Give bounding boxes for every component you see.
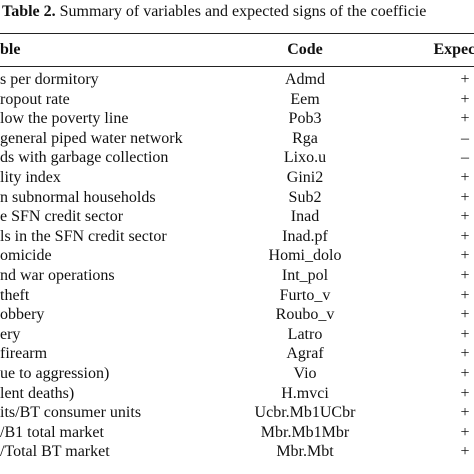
- code-cell: Gini2: [286, 169, 324, 186]
- code-cell: Roubo_v: [275, 306, 335, 324]
- sign-cell: +: [460, 384, 470, 402]
- variable-cell: nd war operations: [0, 267, 115, 284]
- code-cell: Int_pol: [281, 267, 329, 284]
- variable-cell: firearm: [0, 345, 48, 363]
- code-cell: Rga: [292, 129, 318, 147]
- column-header: Expected: [433, 41, 474, 58]
- variable-cell: n subnormal households: [0, 188, 156, 206]
- sign-cell: +: [460, 443, 470, 461]
- code-cell: Inad.pf: [282, 227, 328, 245]
- variable-cell: its/BT consumer units: [0, 404, 142, 422]
- variable-cell: lent deaths): [0, 384, 75, 402]
- variable-cell: /B1 total market: [0, 423, 104, 441]
- code-cell: Vio: [293, 365, 317, 382]
- sign-cell: –: [461, 149, 469, 167]
- code-cell: Eem: [290, 90, 320, 108]
- sign-cell: +: [460, 365, 470, 382]
- column-header: ble: [0, 41, 21, 58]
- code-cell: H.mvci: [281, 384, 329, 402]
- variable-cell: ds with garbage collection: [0, 149, 169, 167]
- variable-cell: theft: [0, 286, 30, 304]
- variable-cell: obbery: [0, 306, 45, 324]
- variable-cell: omicide: [0, 247, 52, 265]
- sign-cell: +: [460, 90, 470, 108]
- code-cell: Mbr.Mb1Mbr: [260, 423, 350, 441]
- sign-cell: +: [460, 247, 470, 265]
- sign-cell: +: [460, 110, 470, 128]
- code-cell: Admd: [285, 71, 325, 88]
- sign-cell: +: [460, 169, 470, 186]
- sign-cell: –: [461, 129, 469, 147]
- sign-cell: +: [460, 423, 470, 441]
- code-cell: Furto_v: [279, 286, 331, 304]
- code-cell: Agraf: [286, 345, 324, 363]
- sign-cell: +: [460, 306, 470, 324]
- sign-cell: +: [460, 286, 470, 304]
- code-cell: Sub2: [288, 188, 322, 206]
- variable-cell: ery: [0, 325, 21, 343]
- table-caption: Table 2. Summary of variables and expect…: [2, 2, 426, 22]
- code-cell: Lixo.u: [283, 149, 327, 167]
- variable-cell: lity index: [0, 169, 61, 186]
- code-cell: Homi_dolo: [268, 247, 342, 265]
- code-cell: Mbr.Mbt: [276, 443, 334, 461]
- sign-cell: +: [460, 208, 470, 226]
- code-cell: Inad: [290, 208, 320, 226]
- sign-cell: +: [460, 345, 470, 363]
- variable-cell: /Total BT market: [0, 443, 110, 461]
- sign-cell: +: [460, 325, 470, 343]
- variable-cell: ropout rate: [0, 90, 70, 108]
- code-cell: Latro: [287, 325, 323, 343]
- header-rule: [0, 66, 474, 67]
- variable-cell: ls in the SFN credit sector: [0, 227, 167, 245]
- variable-cell: e SFN credit sector: [0, 208, 124, 226]
- sign-cell: +: [460, 227, 470, 245]
- sign-cell: +: [460, 267, 470, 284]
- code-cell: Pob3: [288, 110, 322, 128]
- variable-cell: ue to aggression): [0, 365, 110, 382]
- code-cell: Ucbr.Mb1UCbr: [254, 404, 356, 422]
- sign-cell: +: [460, 404, 470, 422]
- caption-text: Summary of variables and expected signs …: [59, 3, 427, 20]
- caption-label: Table 2.: [2, 3, 56, 20]
- column-header: Code: [287, 41, 323, 58]
- sign-cell: +: [460, 188, 470, 206]
- sign-cell: +: [460, 71, 470, 88]
- top-rule: [0, 33, 474, 34]
- variable-cell: general piped water network: [0, 129, 183, 147]
- variable-cell: low the poverty line: [0, 110, 129, 128]
- variable-cell: s per dormitory: [0, 71, 99, 88]
